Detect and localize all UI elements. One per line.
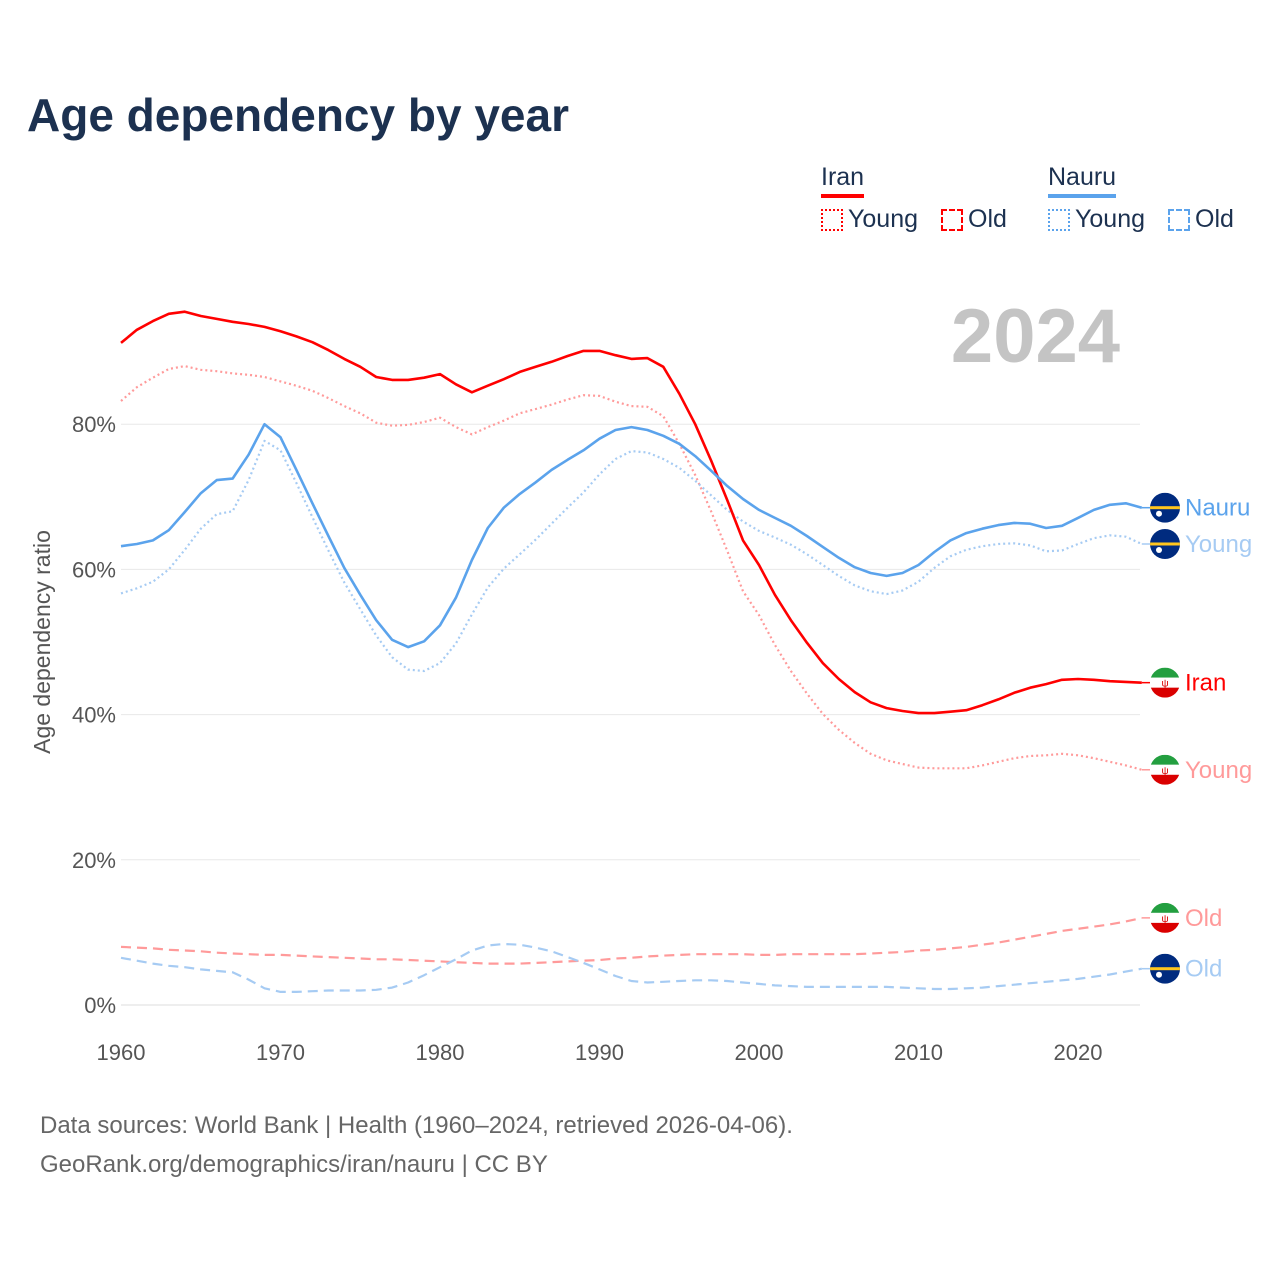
legend-label: Old bbox=[968, 205, 1007, 233]
chart-title: Age dependency by year bbox=[27, 89, 569, 141]
legend-nauru[interactable]: Nauru bbox=[1048, 163, 1117, 198]
x-tick-label: 2020 bbox=[1054, 1040, 1103, 1065]
end-label: Iran bbox=[1185, 670, 1226, 697]
legend-label: Young bbox=[1075, 205, 1145, 233]
iran-flag-icon: ψ bbox=[1150, 902, 1180, 933]
flag-body bbox=[1150, 492, 1180, 523]
end-label: Old bbox=[1185, 956, 1222, 983]
flag-stripe bbox=[1150, 677, 1180, 688]
end-label: Young bbox=[1185, 531, 1252, 558]
series-line-nauru bbox=[120, 422, 1143, 649]
dotted-swatch-icon bbox=[821, 208, 843, 231]
flag-body bbox=[1150, 528, 1180, 559]
y-axis-label: Age dependency ratio bbox=[29, 530, 55, 754]
footer-sources: Data sources: World Bank | Health (1960–… bbox=[40, 1112, 793, 1139]
end-label: Old bbox=[1185, 905, 1222, 932]
flag-star bbox=[1156, 971, 1162, 978]
y-tick-label: 0% bbox=[84, 993, 116, 1018]
series-line-nauru-young bbox=[120, 439, 1143, 673]
flag-emblem: ψ bbox=[1161, 679, 1168, 690]
y-tick-label: 40% bbox=[72, 703, 116, 728]
flag-stripe bbox=[1150, 542, 1180, 546]
iran-flag-icon: ψ bbox=[1150, 754, 1180, 785]
flag-stripe bbox=[1150, 506, 1180, 510]
flag-body: ψ bbox=[1150, 902, 1180, 933]
plot-area: 2024 Age dependency ratio 0% 20% 40% 60% 80%… bbox=[29, 294, 1252, 1065]
nauru-flag-icon bbox=[1150, 528, 1180, 559]
dashed-swatch-icon bbox=[941, 208, 963, 231]
flag-stripe bbox=[1150, 774, 1180, 785]
series-line-iran bbox=[120, 310, 1142, 715]
flag-star bbox=[1156, 510, 1162, 517]
flag-stripe bbox=[1150, 922, 1180, 933]
series-line-nauru-old bbox=[120, 942, 1142, 994]
year-watermark: 2024 bbox=[951, 294, 1120, 379]
flag-body: ψ bbox=[1150, 754, 1180, 785]
legend-nauru-young[interactable]: Young bbox=[1048, 205, 1145, 234]
flag-stripe bbox=[1150, 967, 1180, 971]
footer-link[interactable]: GeoRank.org/demographics/iran/nauru | CC… bbox=[40, 1151, 548, 1178]
x-tick-label: 2010 bbox=[894, 1040, 943, 1065]
nauru-flag-icon bbox=[1150, 492, 1180, 523]
flag-stripe bbox=[1150, 754, 1180, 765]
y-tick-label: 80% bbox=[72, 412, 116, 437]
dashed-swatch-icon bbox=[1168, 208, 1190, 231]
x-tick-label: 1990 bbox=[575, 1040, 624, 1065]
x-tick-label: 2000 bbox=[735, 1040, 784, 1065]
legend-iran[interactable]: Iran bbox=[821, 163, 865, 198]
dotted-swatch-icon bbox=[1048, 208, 1070, 231]
legend-label: Young bbox=[848, 205, 918, 233]
x-tick-label: 1970 bbox=[256, 1040, 305, 1065]
flag-body bbox=[1150, 953, 1180, 984]
flag-stripe bbox=[1150, 912, 1180, 923]
legend-nauru-old[interactable]: Old bbox=[1168, 205, 1234, 234]
series-line-iran-old bbox=[120, 916, 1143, 965]
legend-iran-old[interactable]: Old bbox=[941, 205, 1007, 234]
legend-iran-young[interactable]: Young bbox=[821, 205, 918, 234]
footer: Data sources: World Bank | Health (1960–… bbox=[40, 1106, 793, 1184]
flag-star bbox=[1156, 546, 1162, 553]
flag-stripe bbox=[1150, 902, 1180, 913]
end-label: Nauru bbox=[1185, 495, 1250, 522]
x-tick-label: 1980 bbox=[416, 1040, 465, 1065]
end-label: Young bbox=[1185, 757, 1252, 784]
iran-flag-icon: ψ bbox=[1150, 667, 1180, 698]
legend-label: Old bbox=[1195, 205, 1234, 233]
flag-stripe bbox=[1150, 667, 1180, 678]
flag-stripe bbox=[1150, 687, 1180, 698]
flag-emblem: ψ bbox=[1161, 766, 1168, 777]
nauru-flag-icon bbox=[1150, 953, 1180, 984]
y-tick-label: 60% bbox=[72, 557, 116, 582]
y-tick-label: 20% bbox=[72, 848, 116, 873]
flag-emblem: ψ bbox=[1161, 914, 1168, 925]
flag-stripe bbox=[1150, 764, 1180, 775]
x-tick-label: 1960 bbox=[97, 1040, 146, 1065]
flag-body: ψ bbox=[1150, 667, 1180, 698]
